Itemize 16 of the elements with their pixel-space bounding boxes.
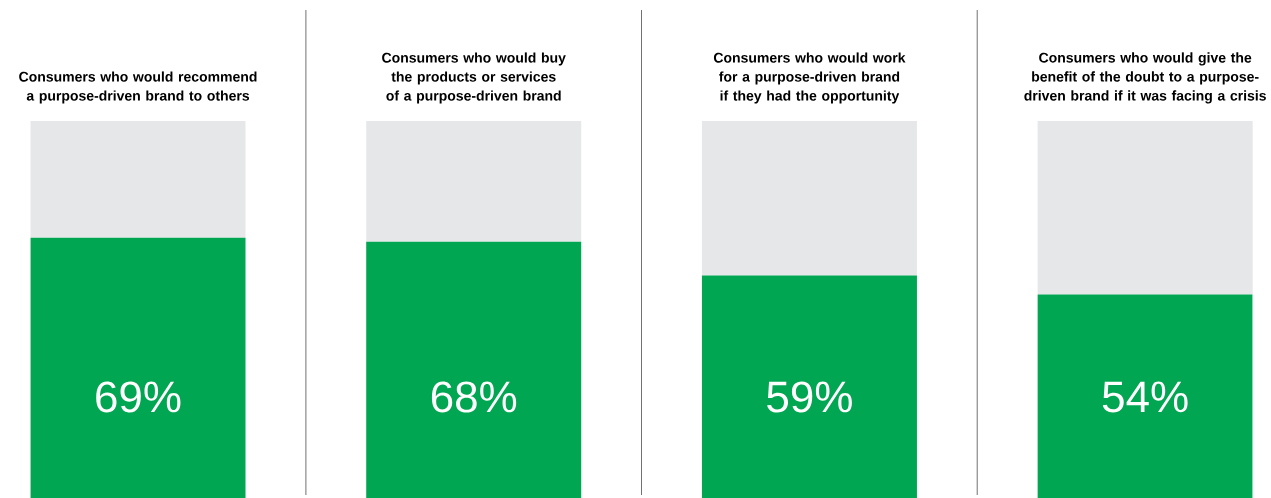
bar bbox=[1037, 294, 1253, 498]
data-label: 69% bbox=[96, 381, 181, 413]
x-tick-label: Consumers who would buy the products or services of a purpose-driven brand bbox=[382, 52, 566, 104]
x-tick-label: Consumers who would give the benefit of the doubt to a purpose-driven brand if it was facing a crisis bbox=[1024, 52, 1266, 104]
x-tick-label: Consumers who would work for a purpose-driven brand if they had the opportunity bbox=[713, 52, 906, 104]
bar bbox=[30, 121, 246, 238]
data-label: 59% bbox=[767, 381, 852, 413]
data-label: 68% bbox=[431, 381, 517, 413]
x-tick-label: Consumers who would recommend a purpose-driven brand to others bbox=[19, 71, 257, 104]
bar bbox=[366, 121, 582, 242]
bar bbox=[366, 241, 582, 498]
bar bbox=[701, 121, 917, 276]
bar bbox=[1037, 121, 1253, 295]
data-label: 54% bbox=[1102, 381, 1188, 413]
bar bbox=[701, 275, 917, 498]
bar bbox=[30, 237, 246, 498]
